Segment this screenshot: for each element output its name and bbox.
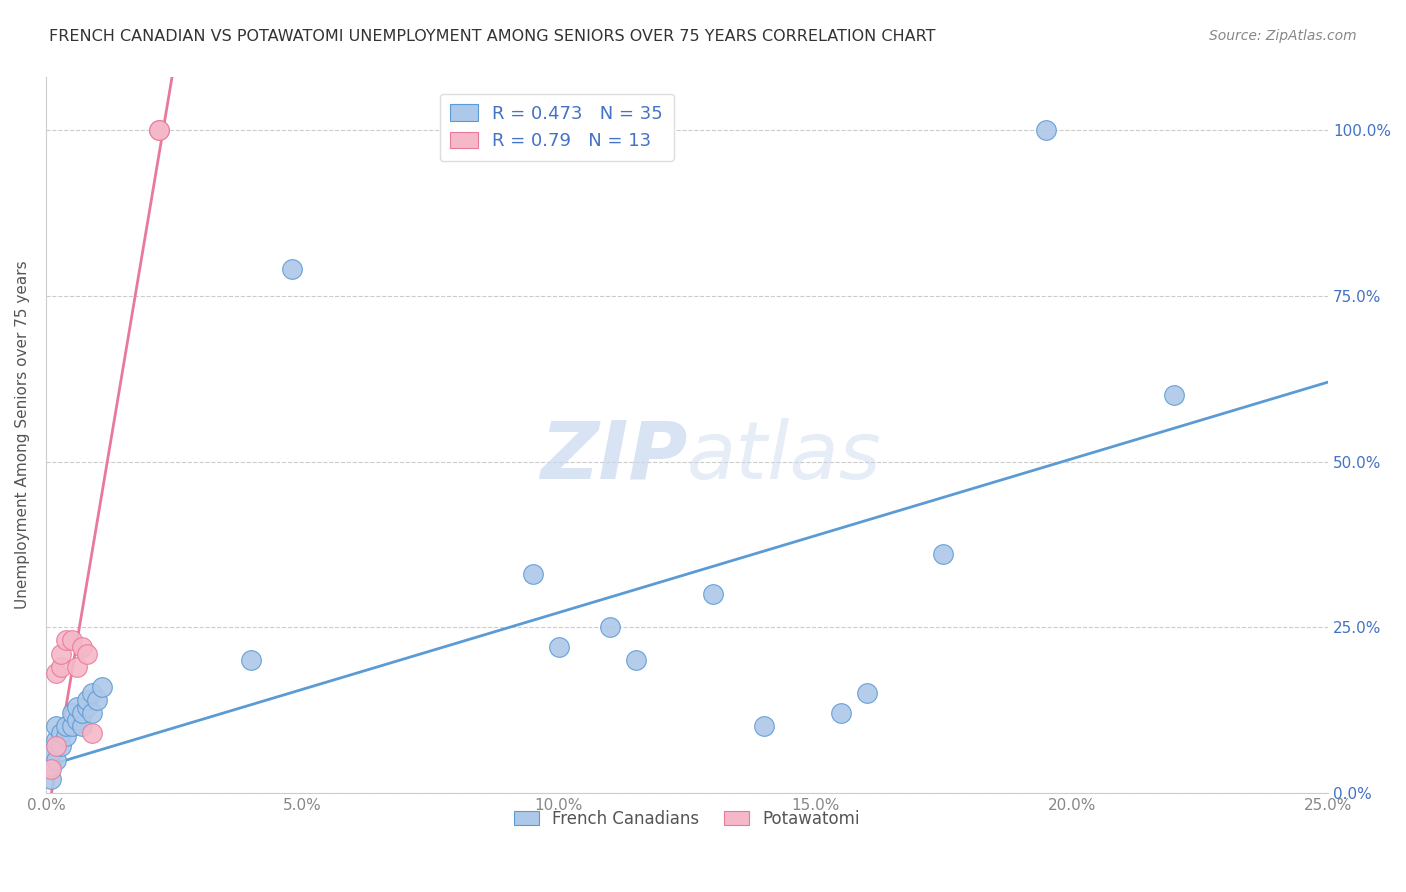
Point bbox=[752, 719, 775, 733]
Point bbox=[39, 763, 62, 777]
Point bbox=[702, 587, 724, 601]
Point bbox=[82, 726, 104, 740]
Point bbox=[624, 653, 647, 667]
Point bbox=[60, 633, 83, 648]
Point bbox=[45, 753, 67, 767]
Point bbox=[522, 567, 544, 582]
Point bbox=[39, 772, 62, 787]
Point bbox=[86, 693, 108, 707]
Point bbox=[45, 666, 67, 681]
Point bbox=[70, 706, 93, 721]
Point bbox=[76, 699, 98, 714]
Point bbox=[1163, 388, 1185, 402]
Point bbox=[148, 123, 170, 137]
Point bbox=[55, 730, 77, 744]
Text: ZIP: ZIP bbox=[540, 417, 688, 495]
Point bbox=[45, 732, 67, 747]
Point bbox=[932, 547, 955, 561]
Point bbox=[66, 660, 89, 674]
Point bbox=[45, 739, 67, 754]
Point bbox=[91, 680, 114, 694]
Point bbox=[1035, 123, 1057, 137]
Legend: French Canadians, Potawatomi: French Canadians, Potawatomi bbox=[508, 803, 868, 834]
Point bbox=[76, 693, 98, 707]
Point bbox=[39, 759, 62, 773]
Point bbox=[51, 660, 73, 674]
Point bbox=[547, 640, 569, 654]
Y-axis label: Unemployment Among Seniors over 75 years: Unemployment Among Seniors over 75 years bbox=[15, 260, 30, 609]
Point bbox=[830, 706, 852, 721]
Point bbox=[60, 719, 83, 733]
Point bbox=[82, 686, 104, 700]
Point bbox=[148, 123, 170, 137]
Point bbox=[51, 647, 73, 661]
Point bbox=[55, 719, 77, 733]
Point bbox=[39, 746, 62, 760]
Point bbox=[82, 706, 104, 721]
Point bbox=[70, 719, 93, 733]
Point bbox=[55, 633, 77, 648]
Text: atlas: atlas bbox=[688, 417, 882, 495]
Point bbox=[76, 647, 98, 661]
Point bbox=[45, 719, 67, 733]
Point bbox=[281, 262, 304, 277]
Point bbox=[599, 620, 621, 634]
Point bbox=[60, 706, 83, 721]
Point bbox=[51, 739, 73, 754]
Text: FRENCH CANADIAN VS POTAWATOMI UNEMPLOYMENT AMONG SENIORS OVER 75 YEARS CORRELATI: FRENCH CANADIAN VS POTAWATOMI UNEMPLOYME… bbox=[49, 29, 936, 44]
Point bbox=[66, 713, 89, 727]
Point bbox=[51, 726, 73, 740]
Point bbox=[240, 653, 263, 667]
Point bbox=[66, 699, 89, 714]
Point bbox=[70, 640, 93, 654]
Text: Source: ZipAtlas.com: Source: ZipAtlas.com bbox=[1209, 29, 1357, 43]
Point bbox=[855, 686, 877, 700]
